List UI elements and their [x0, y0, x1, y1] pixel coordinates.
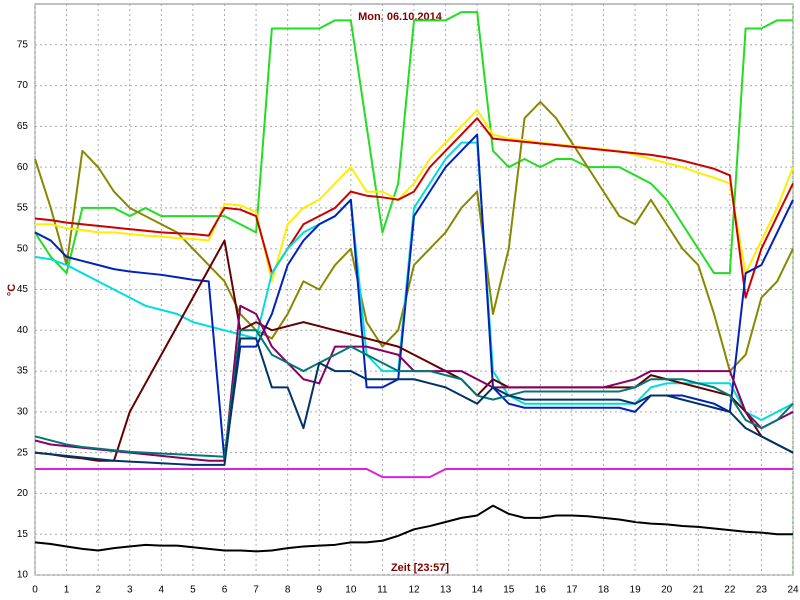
y-tick-label: 60: [17, 162, 29, 173]
y-tick-label: 10: [17, 570, 29, 581]
series-line: [34, 117, 794, 299]
x-tick-label: 5: [190, 585, 196, 596]
x-tick-label: 14: [472, 585, 484, 596]
series-line: [35, 109, 794, 283]
y-tick-label: 20: [17, 488, 29, 499]
y-tick-label: 30: [17, 406, 29, 417]
series-line: [34, 337, 794, 466]
x-tick-label: 21: [693, 585, 705, 596]
series-line: [34, 11, 793, 275]
series-line: [34, 329, 794, 458]
x-tick-label: 9: [316, 585, 322, 596]
x-tick-label: 18: [598, 585, 610, 596]
x-tick-label: 4: [159, 585, 165, 596]
x-tick-label: 16: [535, 585, 547, 596]
x-tick-label: 15: [503, 585, 515, 596]
y-tick-label: 25: [17, 447, 29, 458]
x-tick-label: 8: [285, 585, 291, 596]
y-tick-label: 50: [17, 243, 29, 254]
x-axis-label: Zeit [23:57]: [391, 562, 449, 574]
y-tick-label: 40: [17, 325, 29, 336]
y-tick-label: 75: [17, 39, 29, 50]
y-tick-label: 55: [17, 203, 29, 214]
x-tick-label: 0: [32, 585, 38, 596]
x-tick-label: 3: [127, 585, 133, 596]
x-tick-label: 24: [787, 585, 799, 596]
series-line: [34, 141, 794, 422]
x-tick-label: 6: [222, 585, 228, 596]
x-tick-label: 23: [756, 585, 768, 596]
series-line: [34, 100, 794, 373]
x-tick-label: 2: [95, 585, 101, 596]
y-axis-label: °C: [6, 284, 18, 296]
y-tick-label: 45: [17, 284, 29, 295]
x-tick-label: 22: [724, 585, 736, 596]
x-tick-label: 11: [377, 585, 388, 596]
x-tick-label: 10: [345, 585, 357, 596]
y-tick-label: 15: [17, 529, 29, 540]
series-line: [34, 504, 793, 553]
x-tick-label: 19: [630, 585, 642, 596]
x-tick-label: 7: [253, 585, 259, 596]
y-tick-label: 65: [17, 121, 29, 132]
x-tick-label: 12: [408, 585, 420, 596]
y-tick-label: 70: [17, 80, 29, 91]
x-tick-label: 20: [661, 585, 673, 596]
series-line: [35, 467, 793, 479]
x-tick-label: 17: [566, 585, 578, 596]
y-tick-label: 35: [17, 366, 29, 377]
x-tick-label: 13: [440, 585, 452, 596]
x-tick-label: 1: [64, 585, 70, 596]
